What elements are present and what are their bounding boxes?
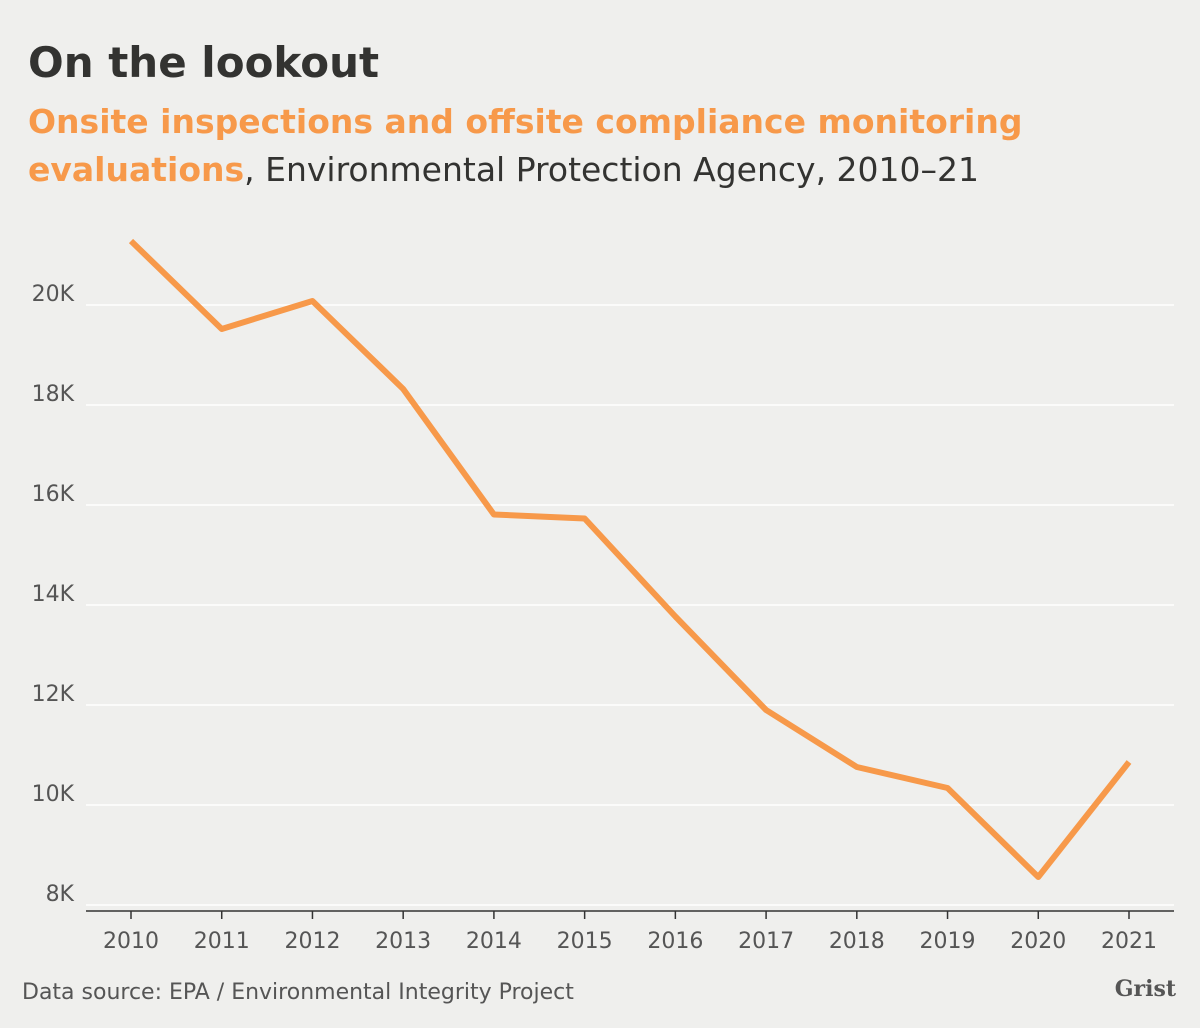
y-tick-label: 16K xyxy=(32,482,75,507)
y-tick-label: 8K xyxy=(46,882,75,907)
logo: Grist xyxy=(1115,976,1177,1002)
y-tick-label: 14K xyxy=(32,582,75,607)
source: Data source: EPA / Environmental Integri… xyxy=(22,980,574,1005)
x-tick-label: 2013 xyxy=(375,929,431,954)
x-tick-label: 2021 xyxy=(1101,929,1157,954)
x-tick-label: 2019 xyxy=(920,929,976,954)
x-tick-label: 2014 xyxy=(466,929,522,954)
x-tick-label: 2015 xyxy=(557,929,613,954)
x-tick-label: 2012 xyxy=(284,929,340,954)
subtitle-rest: , Environmental Protection Agency, 2010–… xyxy=(244,150,980,189)
subtitle: Onsite inspections and offsite complianc… xyxy=(28,98,1108,194)
y-tick-label: 12K xyxy=(32,682,75,707)
x-tick-label: 2018 xyxy=(829,929,885,954)
y-tick-label: 20K xyxy=(32,282,75,307)
x-tick-label: 2020 xyxy=(1010,929,1066,954)
y-tick-label: 10K xyxy=(32,782,75,807)
subtitle-highlight: Onsite inspections and offsite complianc… xyxy=(28,102,1023,189)
chart-title: On the lookout xyxy=(28,38,380,87)
y-tick-label: 18K xyxy=(32,382,75,407)
x-tick-label: 2017 xyxy=(738,929,794,954)
line xyxy=(128,238,1132,880)
x-tick-label: 2016 xyxy=(647,929,703,954)
x-tick-label: 2011 xyxy=(194,929,250,954)
x-tick-label: 2010 xyxy=(103,929,159,954)
